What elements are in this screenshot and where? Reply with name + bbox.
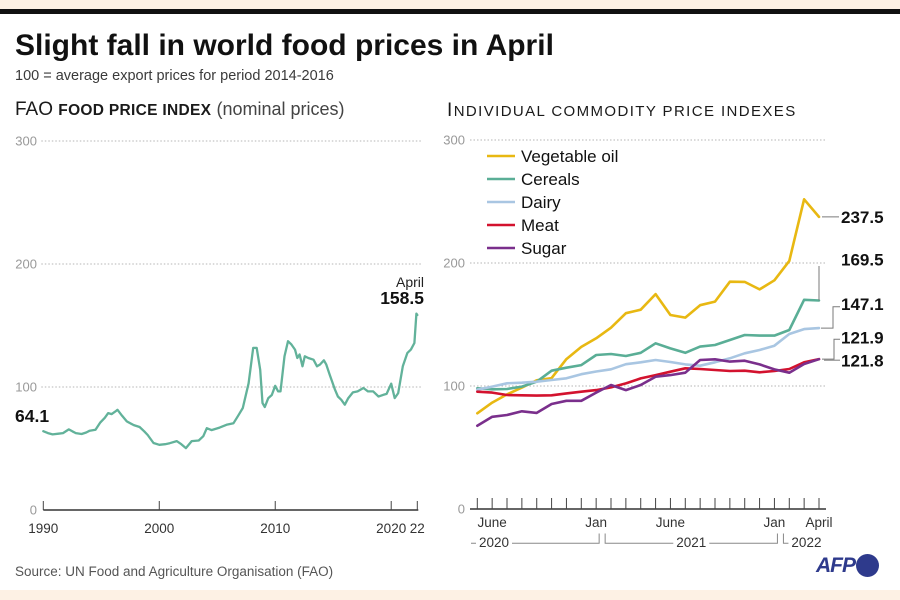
year-bracket: [782, 533, 789, 544]
subtitle: 100 = average export prices for period 2…: [15, 68, 334, 84]
left-chart-heading: FAO FOOD PRICE INDEX (nominal prices): [15, 100, 345, 119]
left-heading-prefix: FAO: [15, 99, 54, 120]
bottom-band: [0, 590, 900, 600]
year-label: 2020: [479, 535, 509, 550]
left-y-tick-label: 100: [15, 380, 37, 395]
end-value-meat: 121.9: [841, 329, 884, 348]
left-x-tick-label: 2000: [144, 521, 174, 536]
legend-label-meat: Meat: [521, 216, 559, 235]
dairy-line: [476, 326, 821, 391]
year-bracket: [471, 533, 600, 544]
right-y-tick-label: 100: [443, 379, 465, 394]
right-chart-heading: INDIVIDUAL COMMODITY PRICE INDEXES: [447, 100, 797, 121]
left-heading-main: FOOD PRICE INDEX: [58, 102, 212, 119]
end-value-cereals: 169.5: [841, 251, 884, 270]
afp-logo-dot-icon: [856, 553, 879, 577]
right-x-tick-label: Jan: [764, 515, 786, 530]
year-label: 2021: [676, 535, 706, 550]
legend-label-vegetable-oil: Vegetable oil: [521, 147, 618, 166]
right-y-tick-label: 0: [458, 502, 465, 517]
fao-index-line: [42, 312, 419, 450]
right-y-tick-label: 200: [443, 256, 465, 271]
year-label: 2022: [791, 535, 821, 550]
left-x-tick-label: 2010: [260, 521, 290, 536]
right-x-tick-label: Jan: [585, 515, 607, 530]
right-y-tick-label: 300: [443, 133, 465, 148]
sugar-line: [476, 357, 821, 427]
end-value-dairy: 147.1: [841, 295, 884, 314]
left-heading-note: (nominal prices): [216, 99, 345, 119]
legend-label-sugar: Sugar: [521, 239, 567, 258]
source-note: Source: UN Food and Agriculture Organisa…: [15, 564, 334, 579]
left-x-tick-label: 22: [410, 521, 425, 536]
left-y-tick-label: 0: [30, 503, 37, 518]
end-month-label: April: [396, 274, 424, 290]
meat-line: [476, 357, 821, 397]
start-value-label: 64.1: [15, 406, 49, 426]
end-value-vegetable-oil: 237.5: [841, 208, 884, 227]
left-x-tick-label: 2020: [376, 521, 406, 536]
legend-label-cereals: Cereals: [521, 170, 580, 189]
legend-label-dairy: Dairy: [521, 193, 561, 212]
right-x-tick-label: June: [656, 515, 685, 530]
year-bracket: [604, 533, 778, 544]
afp-logo-text: AFP: [816, 553, 856, 577]
right-chart-commodities: 0 100 200 300 June Jan June Jan April 2020 2021 202…: [443, 133, 883, 551]
leader-line-meat: [822, 338, 840, 360]
right-x-tick-label: June: [478, 515, 507, 530]
left-chart-fao-index: 0 100 200 300 1990 2000 2010 2020 22 64.1 April158…: [15, 134, 425, 537]
leader-line-dairy: [821, 306, 840, 329]
right-x-tick-label: April: [805, 515, 832, 530]
left-y-tick-label: 300: [15, 134, 37, 149]
end-value-label: 158.5: [380, 288, 424, 308]
top-rule: [0, 9, 900, 14]
left-x-tick-label: 1990: [28, 521, 58, 536]
page-title: Slight fall in world food prices in Apri…: [15, 29, 554, 62]
end-value-sugar: 121.8: [841, 352, 884, 371]
afp-logo: AFP: [816, 553, 879, 577]
top-band: [0, 0, 900, 9]
left-y-tick-label: 200: [15, 257, 37, 272]
